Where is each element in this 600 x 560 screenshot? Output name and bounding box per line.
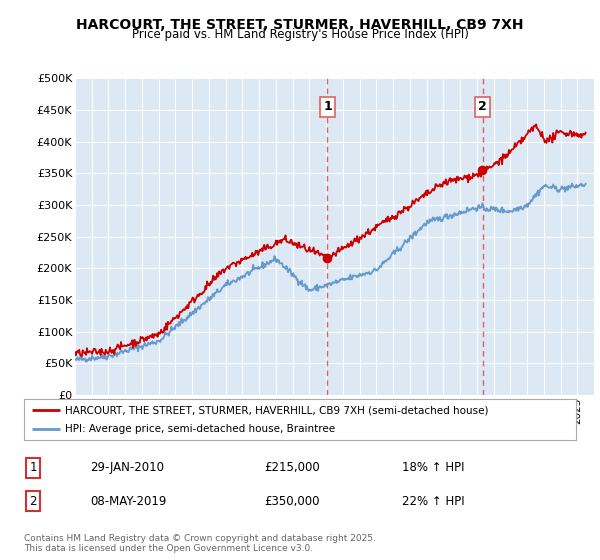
Text: £350,000: £350,000 (264, 494, 320, 508)
Text: Price paid vs. HM Land Registry's House Price Index (HPI): Price paid vs. HM Land Registry's House … (131, 28, 469, 41)
Text: HARCOURT, THE STREET, STURMER, HAVERHILL, CB9 7XH: HARCOURT, THE STREET, STURMER, HAVERHILL… (76, 18, 524, 32)
Text: 2: 2 (29, 494, 37, 508)
Text: 1: 1 (323, 100, 332, 113)
Text: 2: 2 (478, 100, 487, 113)
Text: 18% ↑ HPI: 18% ↑ HPI (402, 461, 464, 474)
Text: 1: 1 (29, 461, 37, 474)
Text: HARCOURT, THE STREET, STURMER, HAVERHILL, CB9 7XH (semi-detached house): HARCOURT, THE STREET, STURMER, HAVERHILL… (65, 405, 489, 415)
Text: HPI: Average price, semi-detached house, Braintree: HPI: Average price, semi-detached house,… (65, 424, 335, 433)
Text: 29-JAN-2010: 29-JAN-2010 (90, 461, 164, 474)
Text: £215,000: £215,000 (264, 461, 320, 474)
Text: 22% ↑ HPI: 22% ↑ HPI (402, 494, 464, 508)
Text: 08-MAY-2019: 08-MAY-2019 (90, 494, 166, 508)
Text: Contains HM Land Registry data © Crown copyright and database right 2025.
This d: Contains HM Land Registry data © Crown c… (24, 534, 376, 553)
